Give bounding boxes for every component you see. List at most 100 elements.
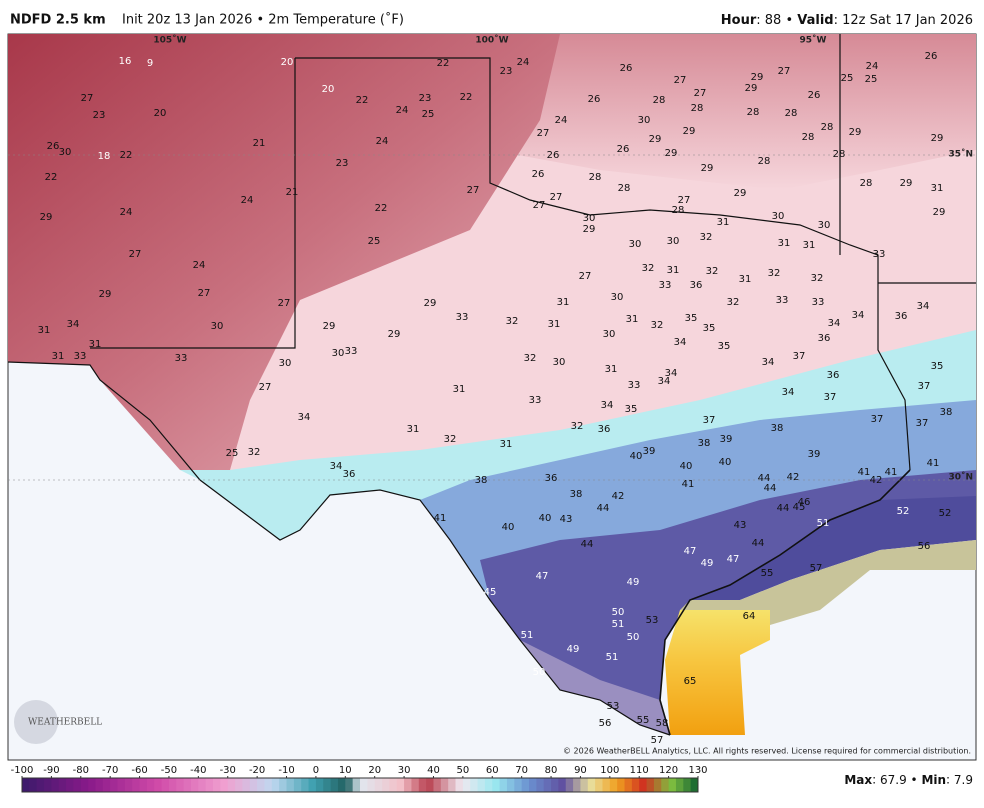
station-temp: 36 bbox=[895, 311, 908, 322]
colorbar-swatch bbox=[176, 778, 185, 792]
station-temp: 29 bbox=[40, 212, 53, 223]
colorbar-swatch bbox=[88, 778, 96, 792]
colorbar-tick-label: 80 bbox=[545, 765, 558, 776]
station-temp: 50 bbox=[533, 667, 546, 678]
station-temp: 30 bbox=[611, 292, 624, 303]
station-temp: 34 bbox=[658, 376, 671, 387]
station-temp: 33 bbox=[456, 312, 469, 323]
colorbar-swatch bbox=[117, 778, 126, 792]
colorbar-swatch bbox=[213, 778, 221, 792]
station-temp: 44 bbox=[752, 538, 765, 549]
station-temp: 21 bbox=[253, 138, 266, 149]
station-temp: 47 bbox=[536, 571, 549, 582]
station-temp: 16 bbox=[119, 56, 132, 67]
station-temp: 33 bbox=[812, 297, 825, 308]
station-temp: 39 bbox=[643, 446, 656, 457]
station-temp: 31 bbox=[548, 319, 561, 330]
station-temp: 32 bbox=[642, 263, 655, 274]
colorbar-swatch bbox=[448, 778, 457, 792]
colorbar-swatch bbox=[433, 778, 442, 792]
station-temp: 58 bbox=[656, 718, 669, 729]
station-temp: 38 bbox=[475, 475, 488, 486]
station-temp: 31 bbox=[717, 217, 730, 228]
station-temp: 30 bbox=[279, 358, 292, 369]
colorbar-swatch bbox=[690, 778, 699, 792]
station-temp: 34 bbox=[782, 387, 795, 398]
station-temp: 34 bbox=[674, 337, 687, 348]
colorbar-swatch bbox=[565, 778, 574, 792]
station-temp: 49 bbox=[701, 558, 714, 569]
colorbar: -100 -90 -80 -70 -60 -50 -40 -30 -20 -10 0 10 20 30 40… bbox=[11, 765, 708, 793]
station-temp: 31 bbox=[667, 265, 680, 276]
station-temp: 34 bbox=[67, 319, 80, 330]
station-temp: 37 bbox=[918, 381, 931, 392]
station-temp: 31 bbox=[626, 314, 639, 325]
station-temp: 64 bbox=[743, 611, 756, 622]
colorbar-swatch bbox=[22, 778, 30, 792]
colorbar-swatch bbox=[558, 778, 567, 792]
station-temp: 35 bbox=[718, 341, 731, 352]
station-temp: 37 bbox=[703, 415, 716, 426]
station-temp: 51 bbox=[606, 652, 619, 663]
station-temp: 50 bbox=[612, 607, 625, 618]
station-temp: 18 bbox=[98, 151, 111, 162]
station-temp: 49 bbox=[567, 644, 580, 655]
max-label: Max bbox=[844, 773, 872, 787]
station-temp: 42 bbox=[787, 472, 800, 483]
station-temp: 51 bbox=[817, 518, 830, 529]
station-temp: 28 bbox=[691, 103, 704, 114]
station-temp: 33 bbox=[529, 395, 542, 406]
station-temp: 32 bbox=[700, 232, 713, 243]
station-temp: 27 bbox=[678, 195, 691, 206]
station-temp: 41 bbox=[682, 479, 695, 490]
station-temp: 28 bbox=[589, 172, 602, 183]
grid-label: 100˚W bbox=[475, 35, 508, 46]
colorbar-swatch bbox=[484, 778, 493, 792]
station-temp: 34 bbox=[601, 400, 614, 411]
station-temp: 41 bbox=[885, 467, 898, 478]
colorbar-swatch bbox=[536, 778, 545, 792]
colorbar-swatch bbox=[198, 778, 207, 792]
station-temp: 23 bbox=[93, 110, 106, 121]
station-temp: 34 bbox=[852, 310, 865, 321]
colorbar-swatch bbox=[360, 778, 368, 792]
station-temp: 27 bbox=[278, 298, 291, 309]
station-temp: 38 bbox=[698, 438, 711, 449]
station-temp: 53 bbox=[607, 701, 620, 712]
colorbar-swatch bbox=[675, 778, 684, 792]
station-temp: 26 bbox=[47, 141, 60, 152]
colorbar-swatch bbox=[609, 778, 618, 792]
station-temp: 33 bbox=[345, 346, 358, 357]
station-temp: 30 bbox=[638, 115, 651, 126]
warm-band bbox=[480, 470, 976, 735]
colorbar-tick-label: 120 bbox=[659, 765, 678, 776]
station-temp: 38 bbox=[771, 423, 784, 434]
station-temp: 29 bbox=[583, 224, 596, 235]
gulf-gray bbox=[680, 540, 976, 625]
colorbar-swatch bbox=[110, 778, 119, 792]
station-temp: 30 bbox=[629, 239, 642, 250]
station-temp: 52 bbox=[897, 506, 910, 517]
station-temp: 26 bbox=[620, 63, 633, 74]
station-temp: 56 bbox=[599, 718, 612, 729]
colorbar-swatch bbox=[271, 778, 280, 792]
station-temp: 57 bbox=[651, 735, 664, 746]
station-temp: 24 bbox=[193, 260, 206, 271]
model: NDFD 2.5 km bbox=[10, 13, 106, 28]
station-temp: 34 bbox=[298, 412, 311, 423]
station-temp: 26 bbox=[588, 94, 601, 105]
colorbar-swatch bbox=[168, 778, 177, 792]
station-temp: 29 bbox=[649, 134, 662, 145]
station-temp: 29 bbox=[701, 163, 714, 174]
station-temp: 56 bbox=[918, 541, 931, 552]
station-temp: 32 bbox=[444, 434, 457, 445]
station-temp: 30 bbox=[772, 211, 785, 222]
station-temp: 22 bbox=[437, 58, 450, 69]
colorbar-tick-label: 10 bbox=[339, 765, 352, 776]
colorbar-swatch bbox=[279, 778, 288, 792]
colorbar-tick-label: 60 bbox=[486, 765, 499, 776]
station-temp: 34 bbox=[762, 357, 775, 368]
station-temp: 33 bbox=[74, 351, 87, 362]
station-temp: 35 bbox=[625, 404, 638, 415]
station-temp: 27 bbox=[674, 75, 687, 86]
